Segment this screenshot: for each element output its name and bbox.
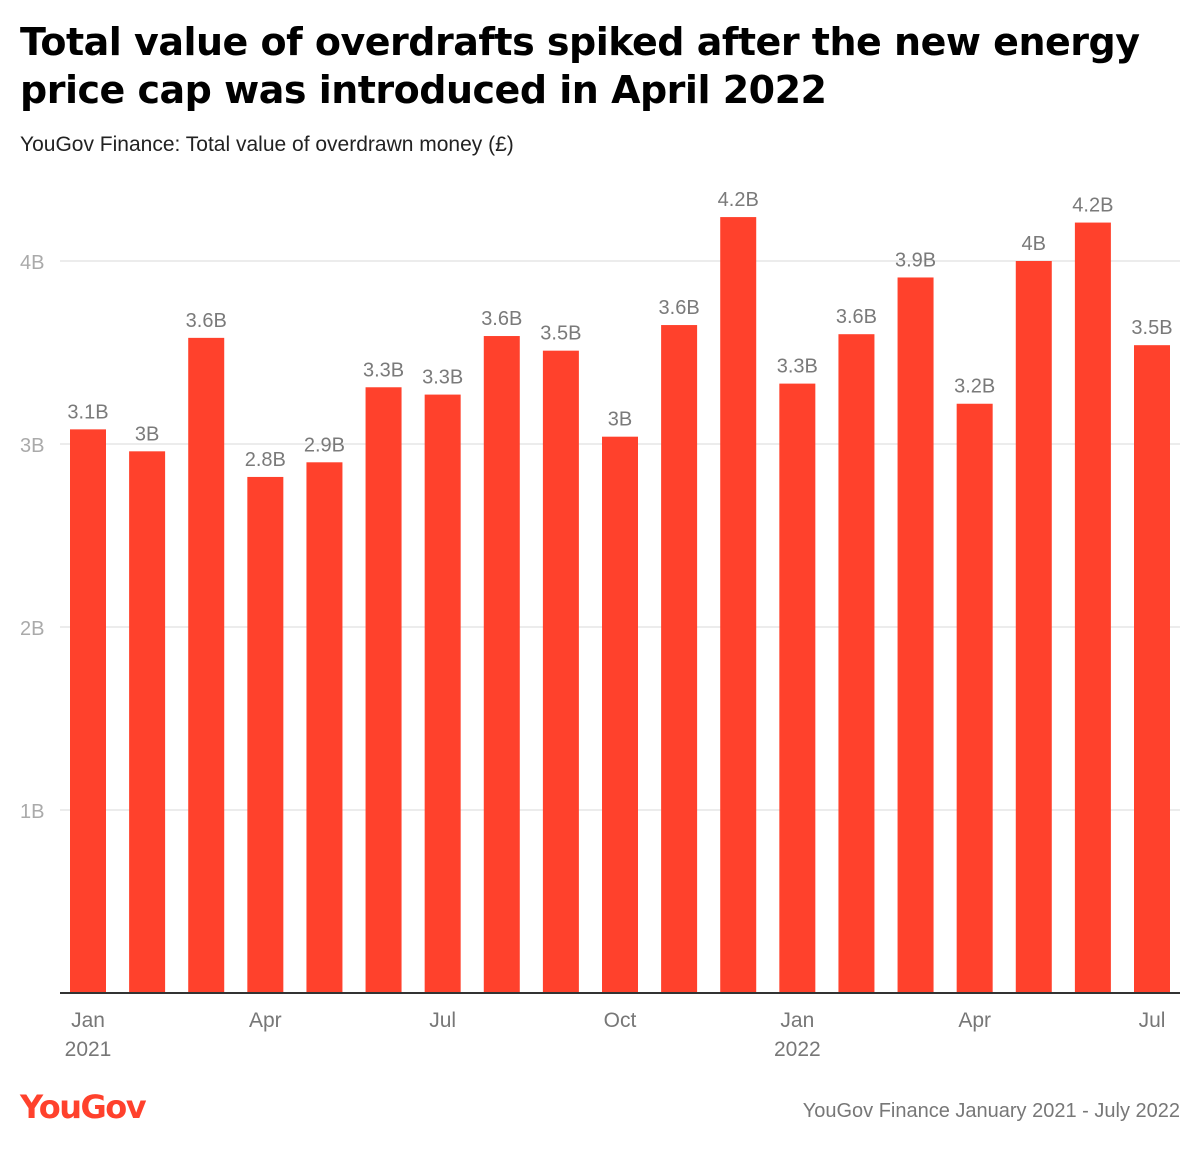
y-tick-label: 3B [20,435,44,457]
bar-mar-2021 [188,337,225,993]
bar-feb-2021 [129,451,166,993]
bar-chart: 1B 2B 3B 4B 3.1B 3B 3.6B 2.8B 2.9B 3.3B 3.3B 3.6B 3.… [20,189,1180,1061]
data-label: 3B [608,409,632,431]
bar-feb-2022 [838,334,875,993]
x-tick-label: Apr [249,1009,282,1032]
bar-jul-2021 [424,394,461,994]
y-tick-label: 1B [20,801,44,823]
chart-title: Total value of overdrafts spiked after t… [20,20,1140,112]
data-label: 2.9B [304,434,345,456]
chart-subtitle: YouGov Finance: Total value of overdrawn… [20,133,514,156]
x-tick-label: 2021 [65,1038,112,1061]
data-label: 3.6B [659,297,700,319]
data-label: 3.5B [1131,317,1172,339]
source-note: YouGov Finance January 2021 - July 2022 [802,1100,1180,1122]
bar-sep-2021 [542,350,579,993]
y-tick-label: 4B [20,252,44,274]
data-label: 4B [1022,233,1046,255]
x-tick-label: Jul [1139,1009,1166,1032]
bar-jun-2022 [1074,222,1111,993]
yougov-logo: YouGov [20,1088,147,1126]
bar-jan-2021 [70,429,106,993]
data-label: 3.1B [67,401,108,423]
bar-jan-2022 [779,383,816,993]
data-label: 3.3B [363,359,404,381]
data-label: 3.6B [186,310,227,332]
bar-may-2021 [306,462,343,993]
data-label: 3.9B [895,249,936,271]
bar-apr-2022 [956,403,993,993]
x-tick-label: Oct [604,1009,637,1032]
data-label: 2.8B [245,449,286,471]
bar-may-2022 [1015,261,1052,993]
bar-jul-2022 [1134,345,1170,993]
y-tick-label: 2B [20,618,44,640]
bar-oct-2021 [602,436,638,993]
bar-jun-2021 [365,387,402,993]
data-label: 3.3B [422,367,463,389]
x-tick-label: Jan [71,1009,105,1032]
data-label: 3.2B [954,376,995,398]
bar-apr-2021 [247,476,284,993]
x-tick-label: Jan [780,1009,814,1032]
data-label: 3.6B [836,306,877,328]
bar-mar-2022 [897,277,934,994]
data-label: 4.2B [718,189,759,211]
bar-dec-2021 [720,217,757,993]
bar-nov-2021 [661,325,698,993]
bar-aug-2021 [483,336,520,993]
x-tick-label: Apr [958,1009,991,1032]
data-label: 3.5B [540,323,581,345]
data-label: 3.6B [481,308,522,330]
data-label: 4.2B [1072,195,1113,217]
x-tick-label: 2022 [774,1038,821,1061]
x-tick-label: Jul [429,1009,456,1032]
data-label: 3B [135,423,159,445]
data-label: 3.3B [777,356,818,378]
